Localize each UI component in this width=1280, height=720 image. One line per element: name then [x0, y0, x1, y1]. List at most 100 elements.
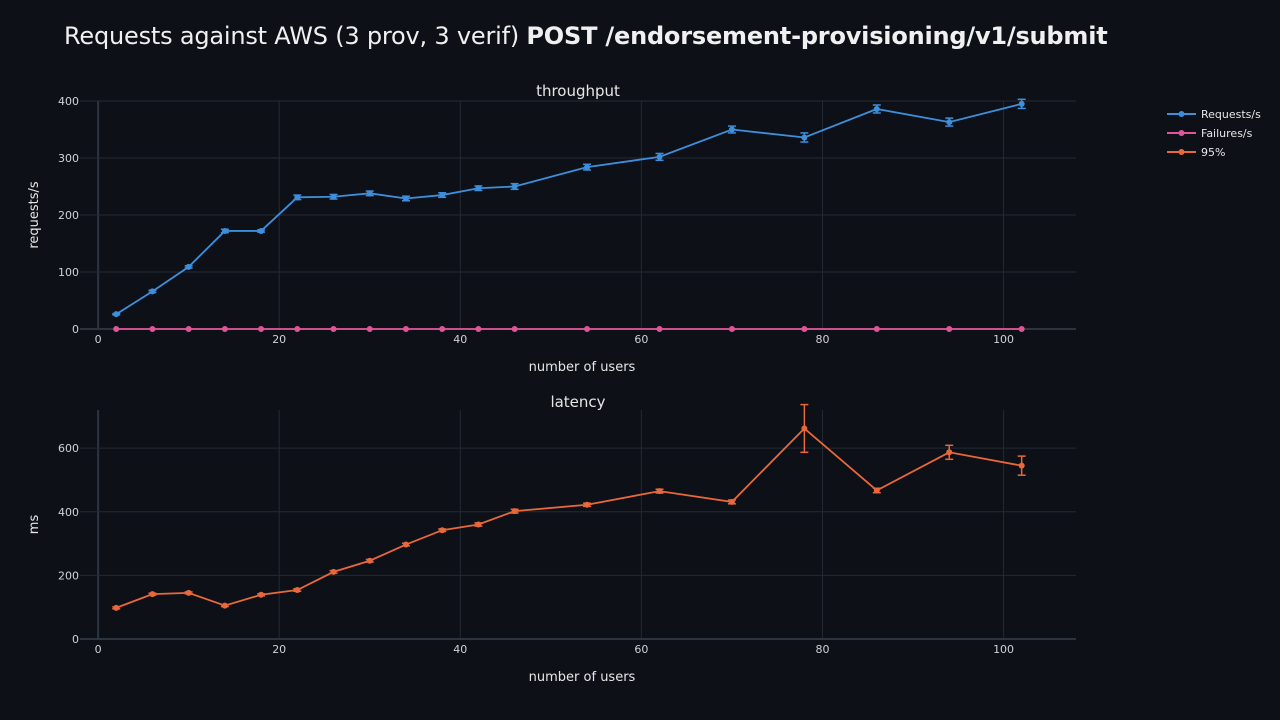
data-point: [439, 192, 446, 199]
data-point: [584, 164, 591, 171]
y-axis-label: ms: [27, 515, 42, 535]
data-point: [801, 326, 808, 332]
x-axis-label: number of users: [529, 360, 636, 375]
data-point: [330, 326, 337, 332]
data-point: [584, 501, 591, 508]
data-point: [1018, 100, 1025, 107]
data-point: [185, 263, 192, 270]
y-tick-label: 300: [58, 152, 79, 165]
data-point: [221, 326, 228, 332]
series-line: [115, 102, 1022, 315]
x-tick-label: 100: [993, 333, 1014, 346]
subplot-title: throughput: [536, 82, 620, 100]
data-point: [258, 227, 265, 234]
data-point: [330, 568, 337, 575]
series-Failures/s: [113, 326, 1025, 332]
data-point: [439, 326, 446, 332]
data-point: [402, 541, 409, 548]
data-point: [511, 183, 518, 190]
legend-item: Failures/s: [1167, 127, 1253, 140]
data-point: [149, 288, 156, 295]
data-point: [656, 326, 663, 332]
x-tick-label: 40: [453, 643, 467, 656]
data-point: [656, 153, 663, 160]
data-point: [946, 449, 953, 456]
legend-item: 95%: [1167, 146, 1225, 159]
subplot-latency: 0 20 40 60 80 100 0 200 400 600 latency number of u…: [27, 393, 1076, 685]
legend-marker: [1178, 149, 1185, 155]
series-line: [115, 427, 1022, 609]
data-point: [511, 326, 518, 332]
x-tick-label: 60: [634, 643, 648, 656]
data-point: [584, 326, 591, 332]
data-point: [149, 326, 156, 332]
data-point: [873, 105, 880, 112]
subplot-title: latency: [550, 393, 605, 411]
series-95%: [112, 403, 1026, 611]
data-point: [475, 185, 482, 192]
chart-title-prefix: Requests against AWS (3 prov, 3 verif): [64, 22, 527, 50]
y-tick-label: 0: [72, 323, 79, 336]
data-point: [185, 589, 192, 596]
y-tick-label: 400: [58, 506, 79, 519]
data-point: [728, 326, 735, 332]
legend-label: 95%: [1201, 146, 1225, 159]
x-tick-label: 100: [993, 643, 1014, 656]
data-point: [1018, 326, 1025, 332]
data-point: [113, 604, 120, 611]
data-point: [366, 557, 373, 564]
legend-label: Failures/s: [1201, 127, 1253, 140]
data-point: [221, 227, 228, 234]
x-tick-label: 80: [815, 333, 829, 346]
data-point: [801, 134, 808, 141]
data-point: [1018, 462, 1025, 469]
data-point: [366, 190, 373, 197]
data-point: [294, 587, 301, 594]
data-point: [439, 527, 446, 534]
data-point: [402, 326, 409, 332]
data-point: [946, 119, 953, 126]
y-tick-label: 200: [58, 209, 79, 222]
x-tick-label: 60: [634, 333, 648, 346]
legend-marker: [1178, 130, 1185, 136]
data-point: [946, 326, 953, 332]
x-tick-label: 0: [95, 643, 102, 656]
chart-title-endpoint: POST /endorsement-provisioning/v1/submit: [526, 22, 1108, 50]
x-tick-label: 80: [815, 643, 829, 656]
data-point: [258, 326, 265, 332]
data-point: [113, 311, 120, 318]
data-point: [728, 498, 735, 505]
data-point: [511, 508, 518, 515]
y-tick-label: 0: [72, 633, 79, 646]
chart-title: Requests against AWS (3 prov, 3 verif) P…: [64, 22, 1108, 50]
data-point: [330, 193, 337, 200]
data-point: [656, 488, 663, 495]
data-point: [366, 326, 373, 332]
data-point: [728, 126, 735, 133]
data-point: [258, 591, 265, 598]
legend-item: Requests/s: [1167, 108, 1261, 121]
data-point: [801, 425, 808, 432]
series-Requests/s: [112, 98, 1026, 318]
legend: Requests/s Failures/s 95%: [1167, 108, 1261, 159]
data-point: [113, 326, 120, 332]
data-point: [402, 195, 409, 202]
x-tick-label: 20: [272, 333, 286, 346]
data-point: [185, 326, 192, 332]
data-point: [873, 487, 880, 494]
y-tick-label: 200: [58, 569, 79, 582]
data-point: [149, 591, 156, 598]
data-point: [475, 326, 482, 332]
y-tick-label: 600: [58, 442, 79, 455]
x-tick-label: 40: [453, 333, 467, 346]
data-point: [294, 326, 301, 332]
x-axis-label: number of users: [529, 670, 636, 685]
data-point: [294, 194, 301, 201]
legend-marker: [1178, 111, 1185, 117]
x-tick-label: 20: [272, 643, 286, 656]
data-point: [221, 602, 228, 609]
data-point: [475, 521, 482, 528]
legend-label: Requests/s: [1201, 108, 1261, 121]
x-tick-label: 0: [95, 333, 102, 346]
data-point: [873, 326, 880, 332]
